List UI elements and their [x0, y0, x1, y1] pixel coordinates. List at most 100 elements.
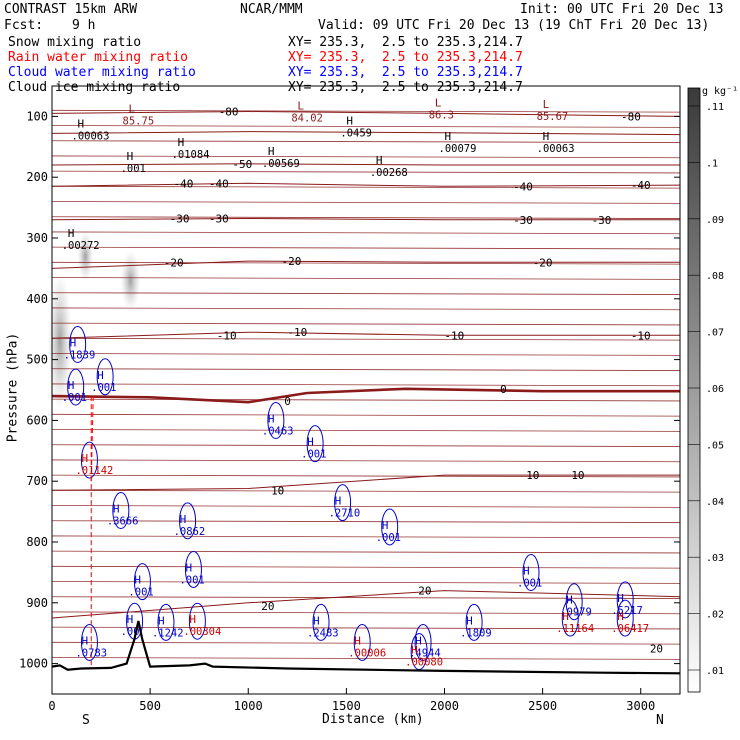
extremum-marker: H: [268, 413, 275, 426]
isotherm-0: [51, 387, 680, 404]
extremum-value: .0979: [560, 607, 592, 619]
isotherm-thin: [51, 368, 681, 371]
extremum-value: .06417: [611, 623, 649, 635]
isotherm-label: -80: [621, 110, 641, 123]
isotherm-label: 10: [271, 484, 284, 497]
isotherm-10: [51, 474, 680, 491]
isotherm-thin: [51, 337, 681, 341]
colorbar-tick-label: .11: [706, 102, 724, 113]
isotherm-thin: [51, 520, 681, 523]
isotherm-thin: [51, 261, 681, 265]
extremum-marker: H: [382, 519, 389, 532]
isotherm-label: 20: [261, 600, 274, 613]
x-tick-label: 3000: [626, 699, 655, 713]
y-tick-label: 300: [26, 231, 48, 245]
extremum-value: .01142: [75, 465, 113, 477]
cloud-water-contour: [306, 425, 324, 463]
cloud-water-contour: [565, 583, 583, 621]
cloud-water-contour: [188, 602, 206, 640]
colorbar: .01 .02 .03 .04 .05 .06 .07 .08 .09 .1 .11: [687, 87, 724, 693]
isotherm-label: -40: [174, 177, 194, 190]
extremum-marker: L: [435, 96, 442, 109]
colorbar-tick-label: .09: [706, 215, 724, 226]
extremum-marker: L: [129, 102, 136, 115]
isotherm-label: -30: [209, 213, 229, 226]
fcst-value: 9 h: [72, 18, 96, 33]
extremum-marker: H: [617, 592, 624, 605]
y-tick-label: 400: [26, 292, 48, 306]
cloud-water-contour: [465, 603, 483, 641]
cloud-water-contour: [184, 551, 202, 589]
extremum-marker: H: [466, 614, 473, 627]
extremum-marker: H: [189, 613, 196, 626]
extremum-value: 84.02: [291, 112, 323, 124]
isotherm--50: [51, 163, 680, 166]
isotherm-thin: [51, 611, 681, 615]
extremum-marker: H: [178, 136, 185, 149]
extremum-value: .0862: [174, 526, 206, 538]
isotherm-thin: [51, 277, 681, 280]
extremum-value: .00268: [370, 167, 408, 179]
extremum-value: .001: [301, 449, 326, 461]
field-cloudwater-name: Cloud water mixing ratio: [8, 65, 196, 80]
terrain-line: [51, 620, 681, 675]
isotherm-thin: [51, 444, 681, 447]
extremum-value: .001: [62, 392, 87, 404]
extremum-marker: L: [543, 98, 550, 111]
extremum-value: .001: [121, 163, 146, 175]
isotherm-thin: [51, 322, 681, 326]
isotherm-label: -30: [513, 214, 533, 227]
isotherm-thin: [51, 641, 681, 645]
extremum-value: .00569: [262, 158, 300, 170]
isotherm-thin: [51, 185, 681, 189]
extremum-marker: H: [97, 369, 104, 382]
cloud-water-contour: [381, 508, 399, 546]
isotherm-thin: [51, 626, 681, 630]
colorbar-tick-label: .01: [706, 666, 724, 677]
isotherm-thin: [51, 155, 681, 159]
extremum-marker: H: [113, 503, 120, 516]
extremum-value: .00063: [537, 143, 575, 155]
isotherm-thin: [51, 140, 681, 143]
isotherm-label: 0: [284, 395, 291, 408]
isotherm-thin: [51, 581, 681, 584]
extremum-value: .001: [179, 575, 204, 587]
cloud-water-contour: [80, 441, 98, 479]
isotherm-label: -10: [217, 329, 237, 342]
extremum-marker: H: [127, 613, 134, 626]
extremum-value: 85.67: [537, 111, 569, 123]
isotherm-thin: [51, 550, 681, 554]
field-snow-name: Snow mixing ratio: [8, 35, 142, 50]
extremum-marker: H: [68, 379, 75, 392]
field-rain-name: Rain water mixing ratio: [8, 50, 189, 65]
isotherm-label: -20: [164, 256, 184, 269]
extremum-marker: H: [307, 436, 314, 449]
isotherm-label: -20: [281, 255, 301, 268]
colorbar-tick-label: .02: [706, 610, 724, 621]
isotherm-thin: [51, 383, 681, 387]
y-tick-label: 800: [26, 535, 48, 549]
cloud-water-contour: [353, 623, 371, 661]
isotherm--10: [51, 331, 680, 339]
extremum-value: .1839: [64, 350, 96, 362]
cloud-water-contour: [267, 402, 285, 440]
isotherm-label: -50: [232, 158, 252, 171]
y-tick-label: 100: [26, 109, 48, 123]
isotherm-thin: [51, 489, 681, 493]
rain-contour: [90, 396, 94, 482]
extremum-marker: H: [376, 154, 383, 167]
x-tick-label: 0: [48, 699, 55, 713]
extremum-value: .001: [128, 587, 153, 599]
y-tick-label: 200: [26, 170, 48, 184]
extremum-marker: H: [70, 337, 77, 350]
isotherm-thin: [51, 474, 681, 478]
colorbar-tick-label: .05: [706, 440, 724, 451]
isotherm-label: 0: [500, 383, 507, 396]
extremum-value: .4944: [409, 647, 441, 659]
cloud-water-contour: [67, 368, 85, 406]
extremum-marker: H: [411, 644, 418, 657]
y-tick-label: 1000: [19, 657, 48, 671]
ice-shading: [120, 250, 141, 311]
extremum-value: .11164: [556, 623, 594, 635]
colorbar-tick-label: .04: [706, 497, 724, 508]
